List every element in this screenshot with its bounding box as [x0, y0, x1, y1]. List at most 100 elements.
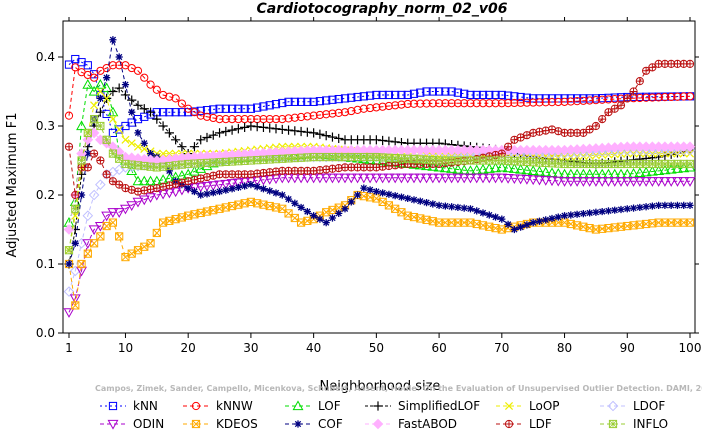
data-point-cof	[140, 139, 148, 147]
data-point-ldf	[598, 115, 607, 124]
data-point-knn	[259, 102, 268, 111]
data-point-knn	[284, 97, 293, 106]
data-point-kdeos	[115, 232, 124, 241]
legend-item-inflo: INFLO	[600, 417, 668, 431]
data-point-cof	[222, 186, 230, 194]
data-point-knnw	[391, 101, 400, 110]
legend-item-ldof: LDOF	[600, 399, 665, 413]
data-point-knn	[315, 97, 325, 106]
data-point-simplifiedlof	[158, 121, 168, 131]
data-point-cof	[441, 202, 449, 210]
data-point-knnw	[384, 101, 394, 111]
data-point-odin	[490, 173, 501, 184]
data-point-odin	[646, 177, 658, 187]
data-point-simplifiedlof	[252, 122, 262, 132]
data-point-ldf	[641, 66, 651, 75]
data-point-ldf	[591, 121, 601, 131]
data-point-lof	[521, 164, 533, 175]
data-point-odin	[333, 173, 345, 184]
x-tick-label: 90	[620, 341, 635, 355]
data-point-knnw	[158, 90, 168, 100]
data-point-knnw	[271, 115, 281, 124]
legend-marker-odin	[107, 419, 119, 430]
data-point-knnw	[89, 73, 99, 82]
data-point-ldf	[89, 149, 99, 158]
data-point-lof	[145, 175, 156, 186]
data-point-knnw	[221, 115, 230, 124]
legend-label-ldf: LDF	[529, 417, 552, 431]
data-point-odin	[358, 173, 370, 184]
data-point-simplifiedlof	[240, 122, 250, 132]
data-point-odin	[377, 173, 389, 184]
y-tick-label: 0.2	[36, 188, 55, 202]
data-point-cof	[391, 192, 399, 200]
y-tick-label: 0.3	[36, 119, 55, 133]
data-point-knnw	[209, 113, 218, 123]
data-point-knnw	[641, 93, 651, 102]
data-point-cof	[316, 215, 324, 223]
legend-marker-ldof	[607, 400, 619, 412]
data-point-odin	[145, 193, 156, 203]
data-point-cof	[84, 150, 92, 158]
data-point-knnw	[409, 99, 419, 108]
data-point-odin	[590, 177, 602, 187]
data-point-ldf	[503, 142, 513, 151]
data-point-knn	[516, 92, 525, 102]
data-point-odin	[446, 173, 458, 184]
data-point-knnw	[522, 98, 532, 107]
legend-marker-knn	[108, 401, 118, 411]
data-point-ldf	[184, 177, 193, 186]
data-point-ldof	[88, 189, 100, 201]
data-point-ldf	[133, 187, 143, 196]
data-point-knn	[322, 96, 331, 105]
data-point-ldf	[71, 190, 80, 200]
data-point-simplifiedlof	[296, 126, 306, 137]
legend-item-loop: LoOP	[496, 399, 560, 413]
data-point-cof	[109, 36, 117, 44]
x-tick-label: 50	[369, 341, 384, 355]
series-odin	[63, 173, 696, 318]
data-point-ldf	[96, 156, 105, 165]
data-point-ldf	[585, 125, 594, 134]
data-point-simplifiedlof	[233, 124, 243, 134]
data-point-ldof	[82, 210, 94, 222]
data-point-cof	[686, 201, 694, 209]
data-point-knnw	[453, 99, 463, 108]
data-point-odin	[609, 177, 621, 187]
data-point-lof	[634, 167, 646, 178]
data-point-cof	[366, 186, 374, 194]
data-point-inflo	[64, 246, 74, 255]
data-point-odin	[465, 173, 476, 184]
data-point-cof	[617, 205, 625, 214]
data-point-simplifiedlof	[384, 136, 394, 146]
data-point-cof	[146, 150, 155, 158]
data-point-cof	[278, 191, 286, 199]
data-point-cof	[241, 182, 249, 190]
data-point-loop	[159, 149, 168, 158]
data-point-odin	[396, 173, 407, 184]
data-point-cof	[253, 183, 261, 191]
data-point-knn	[485, 90, 494, 100]
data-point-cof	[460, 204, 468, 212]
data-point-knnw	[566, 97, 575, 106]
data-point-odin	[226, 179, 238, 189]
data-point-ldf	[635, 77, 644, 86]
data-point-lof	[446, 163, 458, 173]
data-point-cof	[341, 205, 349, 213]
data-point-lof	[82, 78, 94, 89]
data-point-cof	[579, 210, 587, 218]
data-point-cof	[360, 184, 368, 192]
data-point-ldf	[127, 185, 136, 194]
data-point-simplifiedlof	[120, 90, 131, 100]
data-point-knnw	[673, 92, 682, 101]
data-point-knnw	[535, 98, 544, 107]
data-point-knnw	[422, 99, 431, 108]
data-point-cof	[429, 200, 437, 208]
data-point-simplifiedlof	[133, 100, 143, 110]
data-point-simplifiedlof	[95, 107, 105, 117]
data-point-knnw	[140, 73, 149, 82]
data-point-fastabod	[684, 141, 696, 153]
data-point-cof	[347, 198, 355, 206]
legend-label-knn: kNN	[133, 399, 158, 413]
data-point-lof	[584, 168, 596, 179]
